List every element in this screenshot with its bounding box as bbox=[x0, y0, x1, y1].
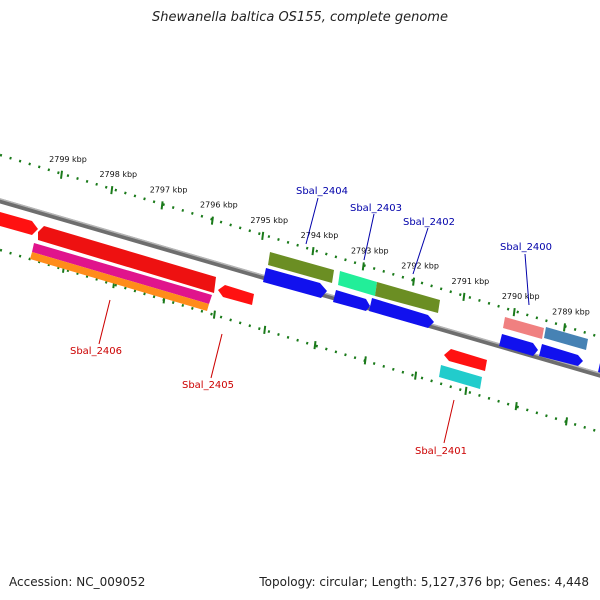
gene-feature[interactable] bbox=[30, 252, 209, 311]
gene-feature[interactable] bbox=[544, 327, 588, 350]
scale-label: 2790 kbp bbox=[502, 292, 540, 301]
gene-feature[interactable] bbox=[539, 344, 583, 366]
scale-label: 2798 kbp bbox=[99, 170, 137, 179]
gene-labels: Sbal_2404 Sbal_2403 Sbal_2402 Sbal_2400 … bbox=[70, 186, 552, 457]
gene-features bbox=[0, 212, 600, 389]
major-tick bbox=[462, 292, 466, 301]
scale-labels: 2799 kbp 2798 kbp 2797 kbp 2796 kbp 2795 kbp… bbox=[49, 155, 590, 317]
gene-feature[interactable] bbox=[268, 252, 334, 283]
gene-feature[interactable] bbox=[369, 298, 434, 328]
gene-feature[interactable] bbox=[439, 365, 482, 389]
major-ticks bbox=[60, 170, 568, 426]
major-tick bbox=[512, 308, 516, 317]
gene-leader-lines bbox=[98, 197, 530, 444]
major-tick bbox=[60, 170, 63, 179]
gene-feature[interactable] bbox=[338, 271, 377, 296]
major-tick bbox=[210, 216, 214, 225]
gene-label[interactable]: Sbal_2401 bbox=[415, 446, 467, 457]
gene-feature[interactable] bbox=[444, 349, 487, 371]
gene-label[interactable]: Sbal_2405 bbox=[182, 380, 234, 391]
scale-label: 2791 kbp bbox=[452, 277, 490, 286]
gene-feature[interactable] bbox=[375, 282, 440, 313]
major-tick bbox=[565, 417, 568, 426]
major-tick bbox=[160, 201, 164, 210]
major-tick bbox=[563, 323, 566, 332]
gene-feature[interactable] bbox=[499, 334, 538, 356]
scale-label: 2793 kbp bbox=[351, 246, 389, 255]
scale-label: 2795 kbp bbox=[250, 216, 288, 225]
major-tick bbox=[514, 402, 518, 411]
gene-feature[interactable] bbox=[218, 285, 254, 305]
accession-label: Accession: NC_009052 bbox=[9, 575, 146, 589]
gene-label[interactable]: Sbal_2400 bbox=[500, 242, 552, 253]
major-tick bbox=[412, 277, 416, 286]
major-tick bbox=[263, 325, 267, 334]
gene-label[interactable]: Sbal_2404 bbox=[296, 186, 348, 197]
gene-label[interactable]: Sbal_2406 bbox=[70, 346, 122, 357]
major-tick bbox=[414, 371, 418, 380]
scale-label: 2789 kbp bbox=[552, 307, 590, 316]
map-title: Shewanella baltica OS155, complete genom… bbox=[152, 10, 448, 25]
scale-label: 2799 kbp bbox=[49, 155, 87, 164]
gene-label[interactable]: Sbal_2403 bbox=[350, 203, 402, 214]
major-tick bbox=[261, 231, 265, 240]
major-tick bbox=[313, 340, 317, 350]
major-tick bbox=[361, 262, 365, 271]
major-tick bbox=[311, 246, 315, 256]
major-tick bbox=[363, 356, 367, 365]
gene-feature[interactable] bbox=[333, 290, 370, 311]
scale-label: 2797 kbp bbox=[150, 185, 188, 194]
major-tick bbox=[464, 386, 468, 395]
scale-label: 2796 kbp bbox=[200, 201, 238, 210]
major-tick bbox=[110, 185, 114, 195]
gene-feature[interactable] bbox=[503, 317, 544, 339]
genome-summary: Topology: circular; Length: 5,127,376 bp… bbox=[259, 575, 589, 589]
major-tick bbox=[212, 310, 216, 319]
scale-label: 2794 kbp bbox=[301, 231, 339, 240]
gene-label[interactable]: Sbal_2402 bbox=[403, 217, 455, 228]
scale-label: 2792 kbp bbox=[401, 262, 439, 271]
gene-feature[interactable] bbox=[38, 226, 216, 293]
gene-feature[interactable] bbox=[263, 268, 327, 298]
gene-feature[interactable] bbox=[0, 212, 38, 235]
gene-feature[interactable] bbox=[32, 243, 212, 304]
